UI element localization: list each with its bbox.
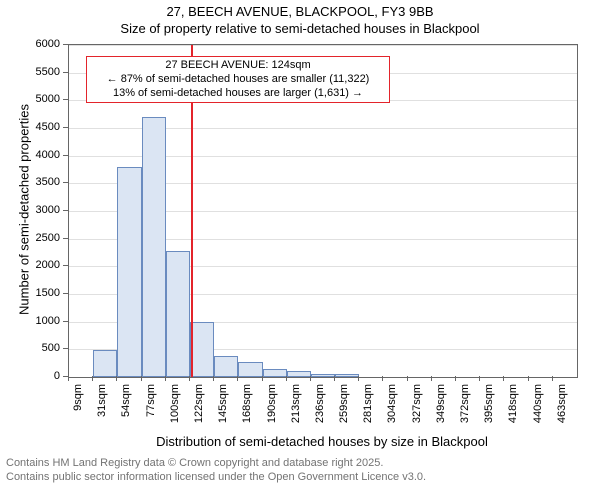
title-line-1: 27, BEECH AVENUE, BLACKPOOL, FY3 9BB xyxy=(0,4,600,21)
x-tick-mark xyxy=(165,376,166,381)
grid-line xyxy=(69,45,577,46)
x-tick-mark xyxy=(237,376,238,381)
x-tick-label: 372sqm xyxy=(459,384,471,434)
x-tick-mark xyxy=(310,376,311,381)
histogram-bar xyxy=(311,374,335,377)
x-tick-label: 395sqm xyxy=(483,384,495,434)
x-tick-label: 281sqm xyxy=(362,384,374,434)
y-tick-label: 5500 xyxy=(0,66,60,78)
x-tick-mark xyxy=(503,376,504,381)
histogram-bar xyxy=(166,251,190,377)
y-tick-label: 6000 xyxy=(0,38,60,50)
callout-box: 27 BEECH AVENUE: 124sqm ← 87% of semi-de… xyxy=(86,56,390,103)
x-tick-label: 349sqm xyxy=(435,384,447,434)
x-tick-mark xyxy=(358,376,359,381)
x-tick-mark xyxy=(189,376,190,381)
histogram-bar xyxy=(142,117,166,377)
y-tick-label: 4000 xyxy=(0,149,60,161)
histogram-bar xyxy=(93,350,117,377)
x-tick-label: 418sqm xyxy=(507,384,519,434)
histogram-bar xyxy=(214,356,238,377)
x-tick-label: 327sqm xyxy=(411,384,423,434)
histogram-bar xyxy=(287,371,311,377)
histogram-bar xyxy=(238,362,262,377)
x-tick-mark xyxy=(382,376,383,381)
x-tick-mark xyxy=(407,376,408,381)
x-tick-mark xyxy=(479,376,480,381)
title-line-2: Size of property relative to semi-detach… xyxy=(0,21,600,38)
x-tick-mark xyxy=(455,376,456,381)
x-tick-label: 77sqm xyxy=(145,384,157,434)
x-tick-label: 145sqm xyxy=(217,384,229,434)
x-tick-label: 190sqm xyxy=(266,384,278,434)
callout-line-3: 13% of semi-detached houses are larger (… xyxy=(93,87,383,101)
x-tick-label: 100sqm xyxy=(169,384,181,434)
x-tick-label: 259sqm xyxy=(338,384,350,434)
y-tick-label: 1500 xyxy=(0,287,60,299)
y-tick-label: 3500 xyxy=(0,176,60,188)
y-tick-label: 500 xyxy=(0,342,60,354)
y-tick-label: 2500 xyxy=(0,232,60,244)
y-tick-label: 3000 xyxy=(0,204,60,216)
attribution-line-1: Contains HM Land Registry data © Crown c… xyxy=(6,456,426,470)
x-tick-label: 213sqm xyxy=(290,384,302,434)
x-tick-label: 440sqm xyxy=(532,384,544,434)
x-tick-label: 54sqm xyxy=(120,384,132,434)
x-tick-label: 463sqm xyxy=(556,384,568,434)
attribution-line-2: Contains public sector information licen… xyxy=(6,470,426,484)
y-tick-label: 2000 xyxy=(0,259,60,271)
callout-line-1: 27 BEECH AVENUE: 124sqm xyxy=(93,59,383,73)
x-tick-mark xyxy=(141,376,142,381)
x-tick-mark xyxy=(262,376,263,381)
x-tick-label: 304sqm xyxy=(386,384,398,434)
x-tick-mark xyxy=(286,376,287,381)
x-tick-mark xyxy=(68,376,69,381)
x-tick-label: 168sqm xyxy=(241,384,253,434)
x-tick-mark xyxy=(528,376,529,381)
attribution-text: Contains HM Land Registry data © Crown c… xyxy=(6,456,426,485)
y-tick-label: 5000 xyxy=(0,93,60,105)
y-tick-label: 0 xyxy=(0,370,60,382)
x-axis-label: Distribution of semi-detached houses by … xyxy=(68,434,576,449)
x-tick-label: 122sqm xyxy=(193,384,205,434)
x-tick-label: 9sqm xyxy=(72,384,84,434)
histogram-bar xyxy=(117,167,141,377)
x-tick-mark xyxy=(552,376,553,381)
x-tick-label: 236sqm xyxy=(314,384,326,434)
x-tick-mark xyxy=(213,376,214,381)
x-tick-label: 31sqm xyxy=(96,384,108,434)
chart-title-block: 27, BEECH AVENUE, BLACKPOOL, FY3 9BB Siz… xyxy=(0,0,600,40)
histogram-bar xyxy=(190,322,214,377)
histogram-bar xyxy=(263,369,287,377)
x-tick-mark xyxy=(92,376,93,381)
histogram-bar xyxy=(335,374,359,377)
x-tick-mark xyxy=(334,376,335,381)
y-tick-label: 1000 xyxy=(0,315,60,327)
x-tick-mark xyxy=(116,376,117,381)
x-tick-mark xyxy=(431,376,432,381)
callout-line-2: ← 87% of semi-detached houses are smalle… xyxy=(93,73,383,87)
y-tick-label: 4500 xyxy=(0,121,60,133)
